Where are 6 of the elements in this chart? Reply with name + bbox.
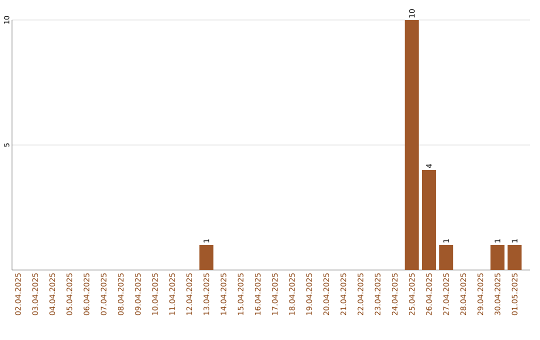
bar [422,170,436,270]
bar [404,20,419,270]
bar [199,245,214,270]
bar [508,245,522,270]
bar [439,245,454,270]
bar [490,245,504,270]
